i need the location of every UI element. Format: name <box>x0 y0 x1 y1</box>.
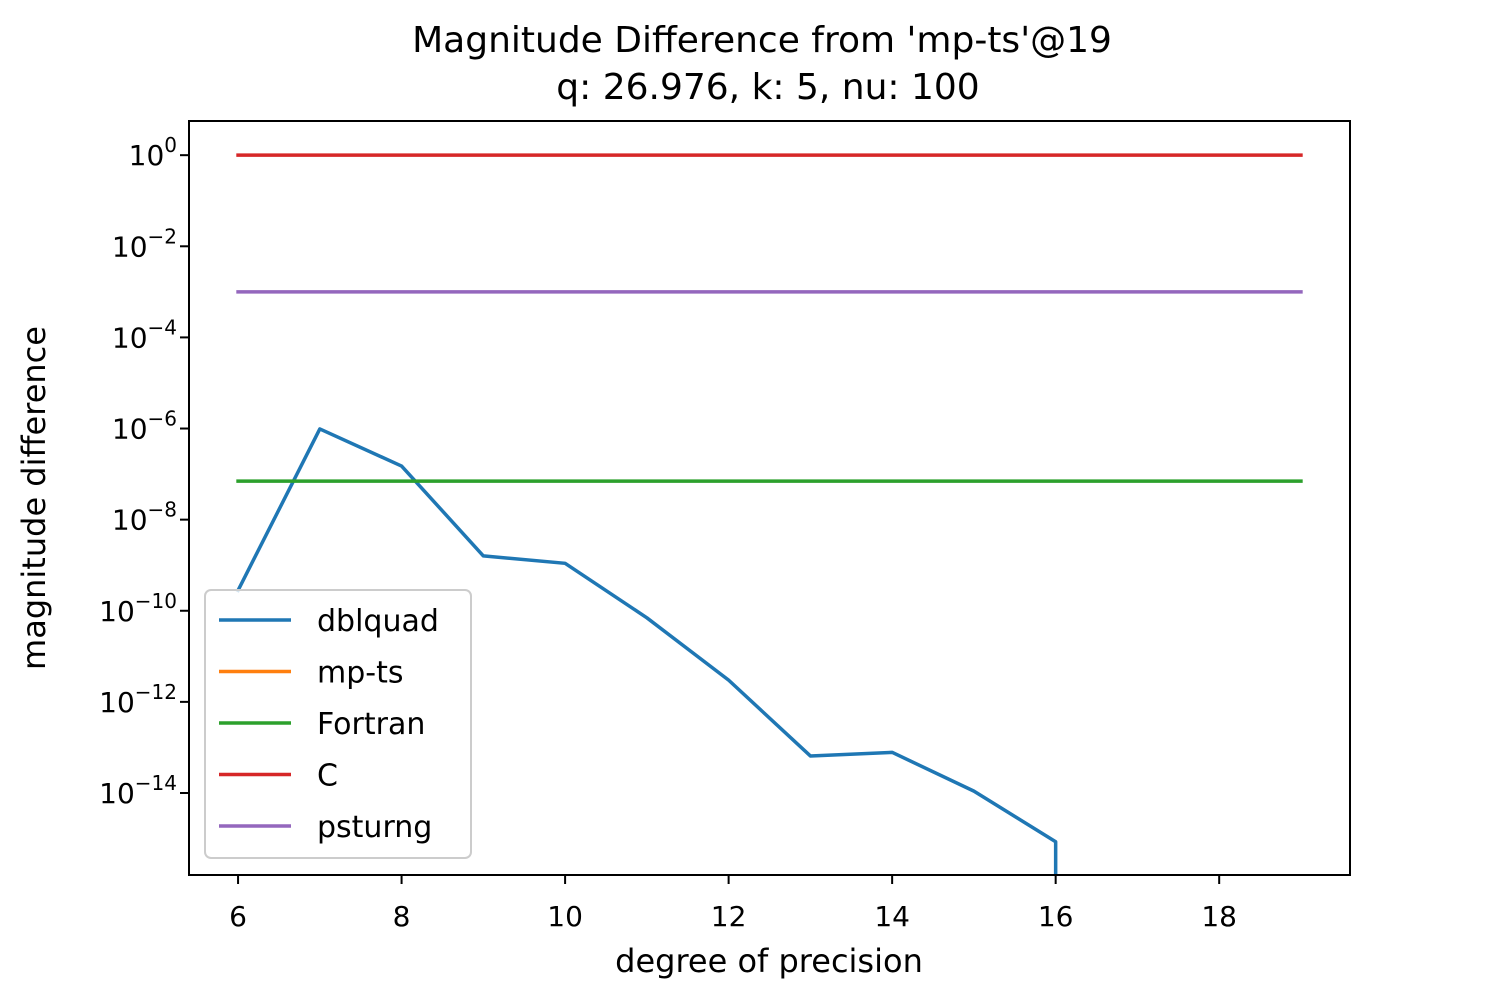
y-axis: 100 10−2 10−4 10−6 10−8 10−10 10−12 10−14 <box>99 133 189 810</box>
x-tick-label: 12 <box>711 900 747 933</box>
legend-label-c: C <box>317 759 338 794</box>
series-line-dblquad <box>235 427 1058 875</box>
x-tick-label: 16 <box>1038 900 1074 933</box>
legend-box <box>204 589 472 859</box>
x-axis: 6 8 10 12 14 16 18 <box>229 875 1237 933</box>
plot-frame <box>188 120 1351 876</box>
x-tick-label: 10 <box>547 900 583 933</box>
y-tick-label: 10−4 <box>112 315 177 354</box>
chart-subtitle: q: 26.976, k: 5, nu: 100 <box>556 67 979 108</box>
x-tick-label: 8 <box>393 900 411 933</box>
x-tick-label: 14 <box>874 900 910 933</box>
plot-area <box>188 120 1351 876</box>
y-tick-label: 10−14 <box>99 771 177 810</box>
y-tick-label: 10−10 <box>99 589 177 628</box>
y-tick-label: 10−12 <box>99 680 177 719</box>
legend-label-dblquad: dblquad <box>317 604 439 639</box>
y-axis-label: magnitude difference <box>15 326 53 670</box>
x-tick-label: 18 <box>1201 900 1237 933</box>
y-tick-label: 10−6 <box>112 407 177 446</box>
legend-label-fortran: Fortran <box>317 707 425 742</box>
series-layer <box>235 153 1303 875</box>
y-tick-label: 10−8 <box>112 498 177 537</box>
y-tick-label: 10−2 <box>112 224 177 263</box>
legend-label-mp-ts: mp-ts <box>317 656 403 691</box>
x-axis-label: degree of precision <box>615 942 923 980</box>
chart-title: Magnitude Difference from 'mp-ts'@19 <box>412 20 1112 61</box>
x-tick-label: 6 <box>229 900 247 933</box>
y-tick-label: 100 <box>129 133 177 172</box>
legend-label-psturng: psturng <box>317 810 432 845</box>
